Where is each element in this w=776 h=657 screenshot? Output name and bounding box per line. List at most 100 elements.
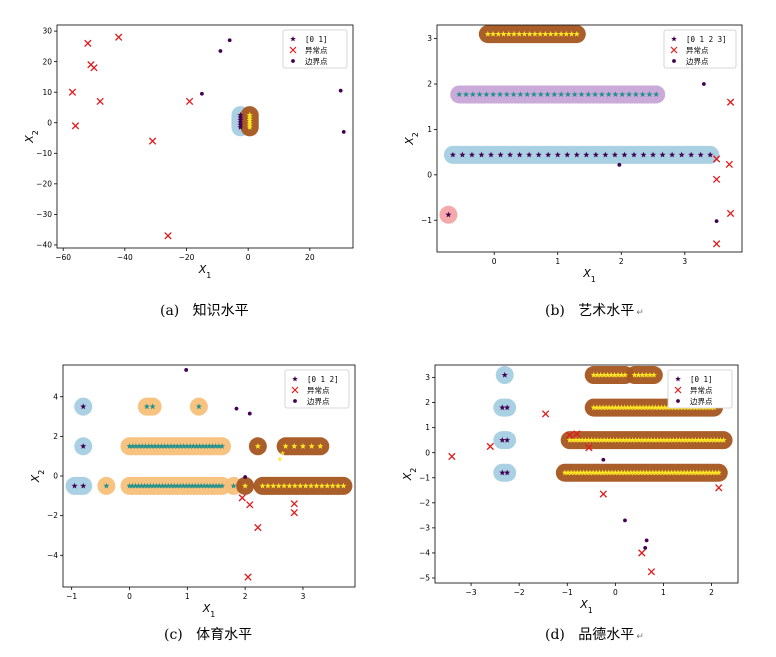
anomaly-point (68, 88, 77, 96)
boundary-point (338, 88, 343, 93)
cluster-star-point (499, 404, 506, 411)
cluster-star-point (601, 371, 608, 378)
y-tick-label: 20 (42, 57, 52, 66)
cluster-star-point (503, 91, 510, 98)
cluster-star-point (632, 436, 639, 443)
cluster-star-point (621, 371, 629, 378)
anomaly-point (115, 33, 123, 41)
cluster-star-point (643, 371, 650, 378)
cluster-star-point (627, 469, 634, 476)
anomaly-point (254, 523, 262, 532)
cluster-star-point (195, 482, 202, 489)
cluster-star-point (469, 91, 476, 98)
cluster-star-point (585, 91, 592, 98)
cluster-star-point (449, 151, 456, 158)
cluster-star-point (574, 469, 581, 476)
cluster-star-point (621, 469, 628, 476)
cluster-star-point (167, 443, 175, 449)
cluster-star-point (590, 469, 597, 476)
cluster-star-point (630, 404, 637, 411)
cluster-star-point (620, 436, 627, 443)
anomaly-point (726, 209, 735, 218)
boundary-point (643, 546, 648, 550)
cluster-star-point (583, 469, 590, 476)
cluster-star-point (653, 91, 660, 98)
y-tick-label: 0 (427, 170, 432, 179)
cluster-star-point (180, 443, 187, 449)
legend-entry-label: 异常点 (686, 46, 709, 55)
cluster-star-point (678, 151, 685, 158)
cluster-star-point (638, 436, 645, 443)
anomaly-point (448, 452, 456, 461)
cluster-star-point (717, 436, 724, 443)
x-tick-label: 3 (682, 257, 687, 266)
cluster-star-point (674, 469, 681, 476)
cluster-star-point (196, 443, 203, 449)
cluster-star-point (551, 91, 558, 98)
cluster-star-point (168, 482, 175, 489)
cluster-star-point (689, 436, 696, 443)
y-tick-label: −2 (47, 511, 58, 520)
cluster-star-point (510, 91, 517, 98)
legend-box (282, 29, 348, 69)
y-tick-label: −10 (36, 149, 52, 158)
legend-cross-icon (674, 386, 682, 394)
caption-c: (c) 体育水平 (164, 624, 252, 644)
cluster-star-point (183, 482, 190, 489)
cluster-star-point (659, 469, 666, 476)
legend-entry-label: 边界点 (305, 57, 328, 66)
anomaly-point (541, 410, 550, 418)
caption-text: 体育水平 (196, 627, 253, 643)
cluster-star-point (659, 151, 666, 158)
cluster-star-point (663, 436, 671, 443)
cluster-star-point (608, 371, 615, 378)
anomaly-point (715, 484, 723, 492)
legend-entry-label: [0 1 2 3] (686, 35, 727, 44)
cluster-star-point (504, 404, 511, 411)
y-axis-label: X2 (401, 468, 418, 482)
caption-letter: (c) (164, 627, 183, 643)
y-tick-label: −5 (419, 574, 430, 583)
cluster-star-point (554, 151, 561, 158)
anomaly-point (566, 431, 574, 439)
y-tick-label: 0 (425, 448, 430, 457)
cluster-star-point (213, 482, 220, 489)
anomaly-point (712, 240, 721, 248)
cluster-star-point (237, 119, 244, 126)
cluster-star-point (483, 91, 490, 98)
cluster-star-point (577, 469, 584, 476)
cluster-star-point (618, 469, 625, 476)
cluster-star-point (499, 469, 506, 476)
y-tick-label: −2 (419, 498, 430, 507)
cluster-star-point (707, 436, 715, 443)
cluster-star-point (299, 443, 306, 449)
cluster-star-point (599, 469, 606, 476)
cluster-star-point (132, 482, 139, 489)
cluster-star-point (615, 469, 622, 476)
x-tick-label: 1 (661, 588, 666, 597)
cluster-star-point (199, 443, 206, 449)
cluster-star-point (496, 91, 504, 98)
cluster-star-point (476, 91, 483, 98)
cluster-star-point (195, 403, 202, 410)
cluster-star-point (237, 114, 244, 121)
caption-text: 品德水平 (578, 627, 635, 643)
cluster-star-point (696, 469, 703, 476)
anomaly-point (726, 98, 735, 106)
cluster-star-point (592, 151, 599, 158)
anomaly-point (185, 97, 194, 106)
cluster-star-point (660, 436, 667, 443)
cluster-star-point (143, 403, 150, 410)
cluster-star-point (242, 482, 249, 489)
cluster-star-point (558, 91, 565, 98)
anomaly-point (573, 430, 581, 438)
legend-cross-icon (670, 46, 678, 54)
cluster-star-point (103, 482, 110, 489)
cluster-star-point (685, 436, 693, 443)
cluster-star-point (591, 436, 598, 443)
cluster-star-point (650, 371, 657, 378)
cluster-star-point (571, 91, 578, 98)
cluster-star-point (646, 91, 653, 98)
cluster-star-point (590, 371, 597, 378)
cluster-star-point (561, 469, 568, 476)
